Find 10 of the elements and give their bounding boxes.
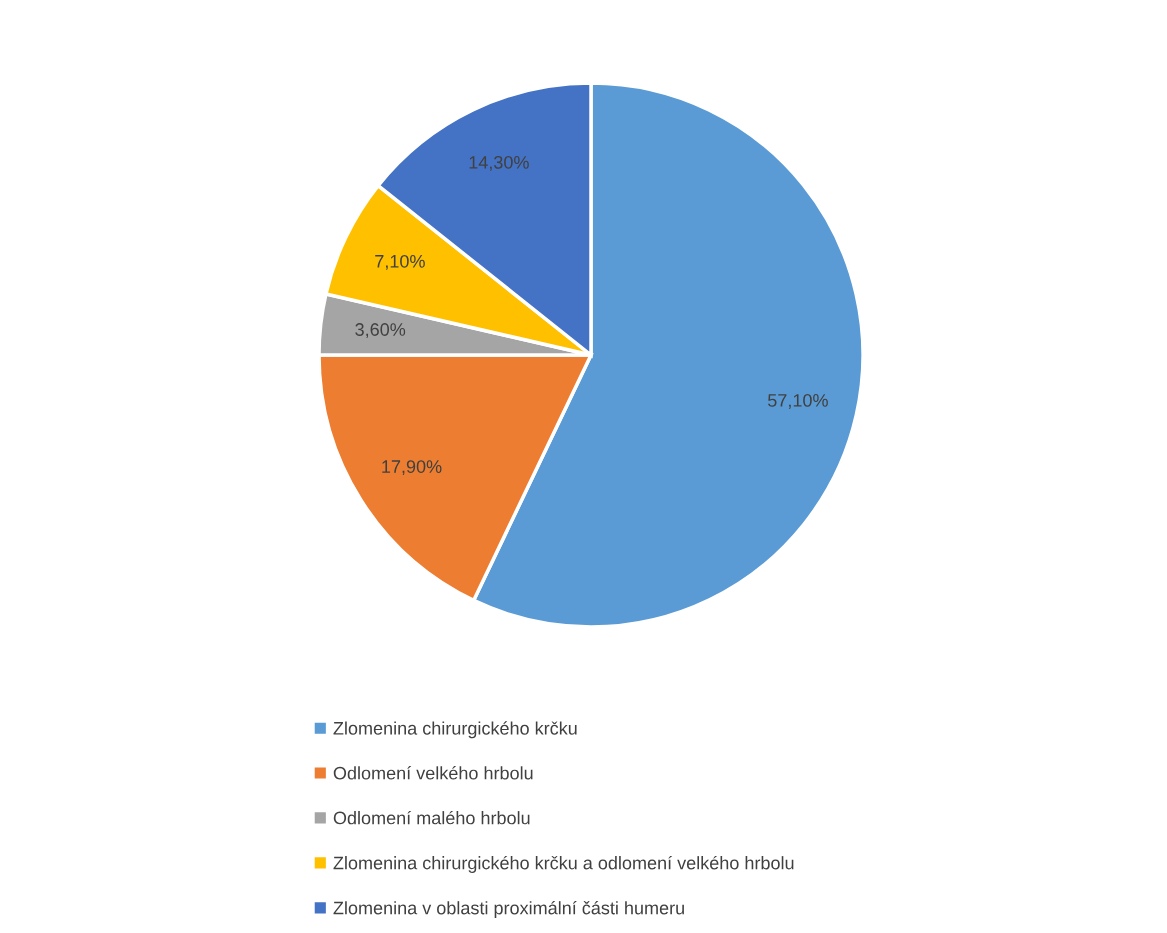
legend-label: Odlomení velkého hrbolu bbox=[333, 766, 533, 780]
data-label: 7,10% bbox=[375, 254, 425, 270]
legend-label: Odlomení malého hrbolu bbox=[333, 810, 530, 825]
data-label: 57,10% bbox=[768, 393, 828, 409]
data-label: 17,90% bbox=[382, 460, 442, 476]
legend-label: Zlomenina chirurgického krčku a odlomení velkého hrbolu bbox=[333, 855, 794, 873]
legend-label: Zlomenina chirurgického krčku bbox=[333, 721, 577, 739]
data-label: 3,60% bbox=[355, 323, 406, 339]
legend-label: Zlomenina v oblasti proximální části humeru bbox=[333, 900, 684, 918]
data-label: 14,30% bbox=[469, 155, 529, 171]
